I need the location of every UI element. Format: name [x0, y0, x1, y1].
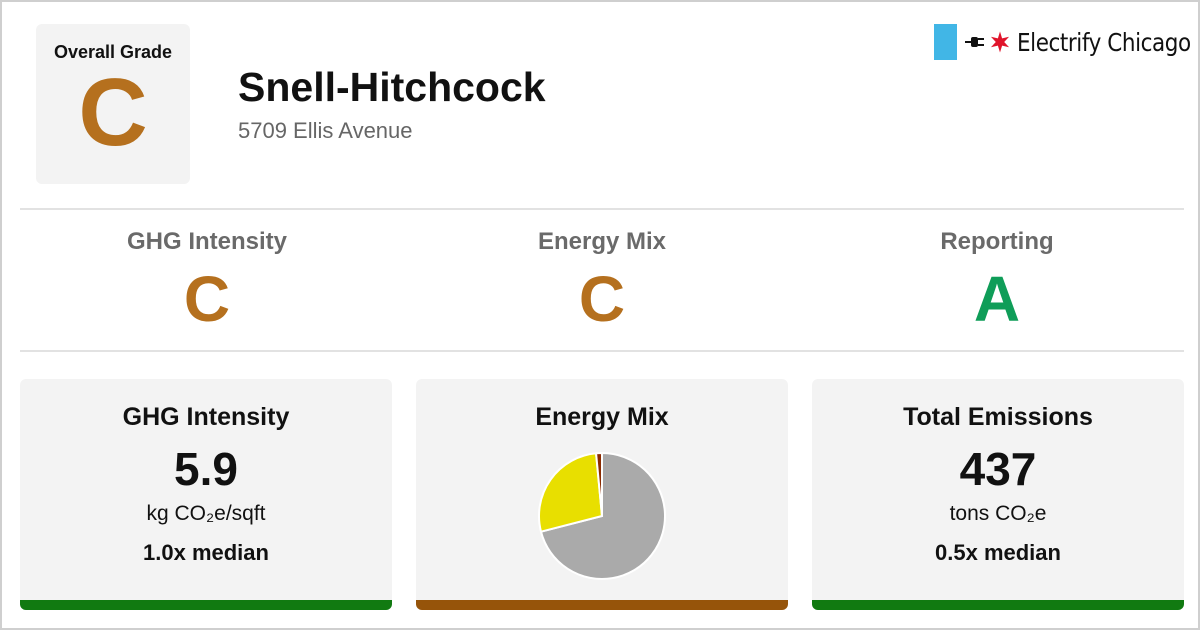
overall-grade-label: Overall Grade — [53, 42, 173, 62]
divider-top — [20, 208, 1184, 210]
total-emissions-median: 0.5x median — [935, 540, 1061, 565]
sub-grade-reporting: Reporting A — [812, 228, 1182, 332]
energy-mix-card: Energy Mix — [416, 379, 788, 610]
sub-grade-title: Energy Mix — [537, 228, 667, 255]
sub-grade-title: Reporting — [940, 228, 1054, 255]
sub-grade-ghg-intensity: GHG Intensity C — [22, 228, 392, 332]
logo-text: Electrify Chicago — [1017, 27, 1191, 57]
energy-mix-pie-chart — [538, 451, 666, 580]
flag-stripe-icon — [934, 24, 957, 60]
sub-grade-letter: C — [183, 263, 231, 335]
card-title: Total Emissions — [903, 403, 1093, 431]
electrify-chicago-logo: Electrify Chicago — [934, 24, 1200, 60]
pie-slice-2 — [594, 451, 603, 517]
overall-grade-box: Overall Grade C — [36, 24, 190, 184]
building-address: 5709 Ellis Avenue — [238, 118, 413, 143]
total-emissions-unit: tons CO₂e — [949, 502, 1047, 525]
overall-grade-letter: C — [78, 59, 148, 166]
sub-grade-energy-mix: Energy Mix C — [417, 228, 787, 332]
building-name: Snell-Hitchcock — [238, 64, 546, 110]
sub-grade-title: GHG Intensity — [126, 228, 288, 255]
ghg-intensity-unit: kg CO₂e/sqft — [146, 502, 266, 525]
card-status-bar — [812, 600, 1184, 610]
chicago-star-shape — [990, 31, 1010, 53]
card-title: Energy Mix — [535, 403, 669, 431]
total-emissions-card: Total Emissions 437 tons CO₂e 0.5x media… — [812, 379, 1184, 610]
total-emissions-value: 437 — [959, 443, 1037, 495]
ghg-intensity-value: 5.9 — [174, 443, 238, 495]
divider-middle — [20, 350, 1184, 352]
sub-grade-letter: C — [578, 263, 626, 335]
ghg-intensity-median: 1.0x median — [143, 540, 269, 565]
chicago-star-icon — [990, 31, 1010, 53]
card-title: GHG Intensity — [122, 403, 290, 431]
sub-grade-letter: A — [973, 263, 1021, 335]
card-status-bar — [416, 600, 788, 610]
plug-icon — [965, 37, 984, 47]
pie-slice-1 — [538, 452, 604, 533]
card-status-bar — [20, 600, 392, 610]
ghg-intensity-card: GHG Intensity 5.9 kg CO₂e/sqft 1.0x medi… — [20, 379, 392, 610]
